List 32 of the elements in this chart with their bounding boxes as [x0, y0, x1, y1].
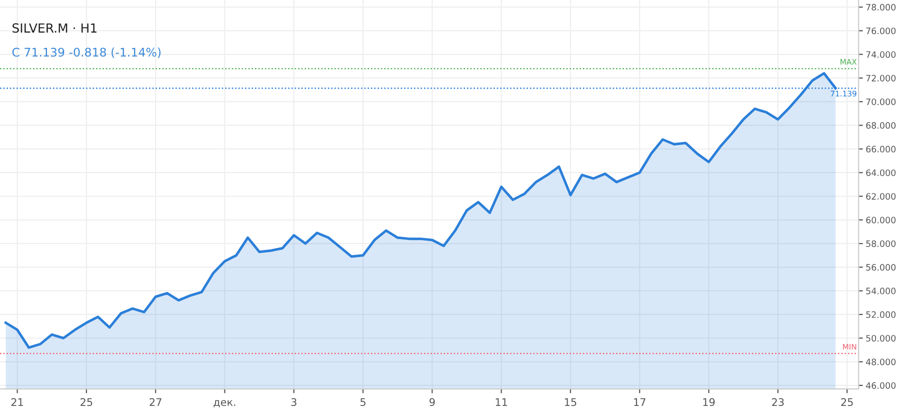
x-tick-label: 21: [11, 398, 23, 406]
text: SILVER.M · H1: [12, 23, 96, 33]
y-tick-label: 72.000: [866, 74, 896, 82]
x-tick-label: 5: [360, 398, 366, 406]
x-tick-label: 25: [841, 398, 853, 406]
x-tick-label: дек.: [214, 400, 236, 408]
y-tick-label: 46.000: [866, 382, 896, 389]
x-tick-label: 19: [703, 398, 715, 406]
y-tick-label: 78.000: [866, 4, 896, 11]
y-tick-label: 70.000: [866, 98, 896, 106]
y-tick-label: 66.000: [866, 146, 896, 152]
y-tick-label: 68.000: [866, 122, 896, 129]
y-tick-label: 60.000: [866, 216, 896, 224]
y-tick-label: 76.000: [866, 28, 896, 34]
y-tick-label: 74.000: [866, 51, 896, 58]
x-tick-label: 9: [430, 398, 435, 406]
x-tick-label: 27: [150, 398, 162, 406]
x-tick-label: 15: [564, 398, 576, 406]
x-tick-label: 23: [772, 398, 784, 406]
y-tick-label: 50.000: [866, 334, 896, 342]
y-tick-label: 54.000: [866, 288, 896, 294]
y-tick-label: 56.000: [866, 264, 896, 271]
y-tick-label: 48.000: [866, 358, 896, 366]
y-tick-label: 62.000: [866, 193, 896, 200]
x-tick-label: 3: [291, 398, 296, 406]
text: C 71.139 -0.818 (-1.14%): [12, 48, 161, 58]
x-tick-label: 25: [80, 398, 92, 406]
x-tick-label: 17: [634, 398, 646, 406]
x-tick-label: 11: [496, 398, 507, 406]
y-tick-label: 64.000: [866, 169, 896, 176]
y-tick-label: 58.000: [866, 240, 896, 247]
y-tick-label: 52.000: [866, 311, 896, 318]
